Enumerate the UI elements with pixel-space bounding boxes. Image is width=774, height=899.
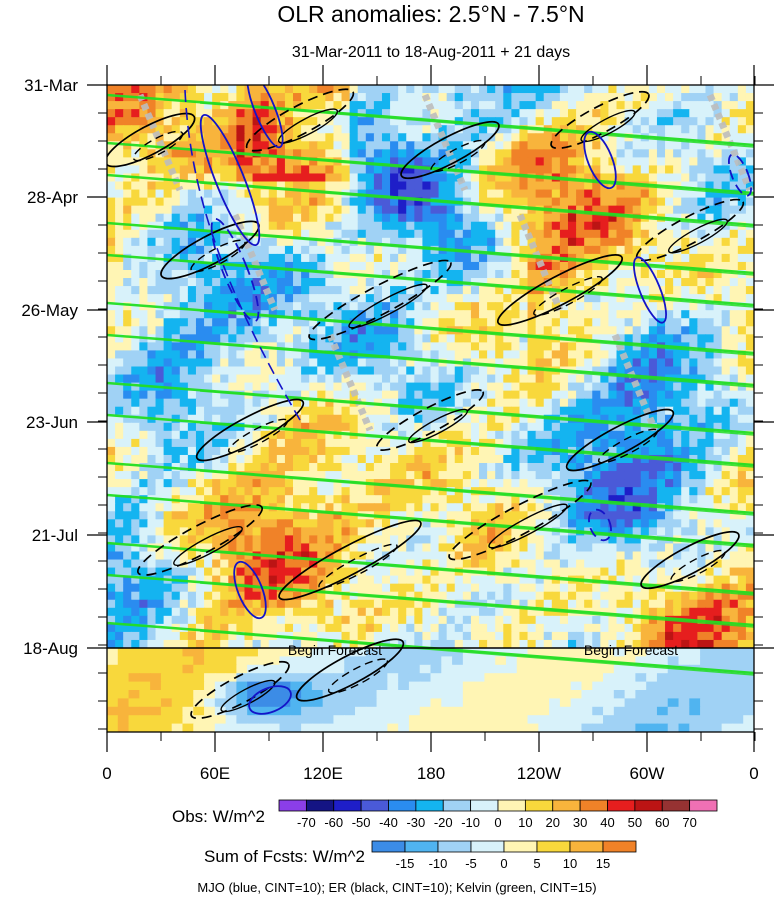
colorbar-level-label: 10 [518,815,532,830]
colorbar-swatch [371,840,406,853]
colorbar-level-label: -10 [429,856,448,871]
obs-colorbar: -70 -60 -50 -40 -30 -20 -10 0 10 20 30 40 50 60 70 [278,799,718,830]
colorbar-level-label: 70 [682,815,696,830]
colorbar-swatch [305,799,335,812]
colorbar-swatch [634,799,663,812]
x-axis: 0 60E 120E 180 120W 60W 0 [102,65,759,783]
colorbar-swatch [442,799,472,812]
colorbar-level-label: 10 [563,856,577,871]
colorbar-swatch [602,840,637,853]
y-tick-label: 31-Mar [24,76,78,95]
colorbar-level-label: -50 [352,815,371,830]
y-tick-label: 21-Jul [32,526,78,545]
colorbar-level-label: 5 [533,856,540,871]
begin-forecast-line: Begin Forecast Begin Forecast [107,642,754,658]
contour-legend: MJO (blue, CINT=10); ER (black, CINT=10)… [197,880,596,895]
colorbar-swatch [524,799,554,812]
colorbar-level-label: -5 [465,856,477,871]
colorbar-swatch [404,840,439,853]
x-tick-label: 60W [630,764,665,783]
colorbar-swatch [661,799,691,812]
colorbar-level-label: -40 [379,815,398,830]
wave-contours [107,85,754,720]
colorbar-swatch [470,799,499,812]
colorbar-level-label: -30 [406,815,425,830]
fcst-colorbar-label: Sum of Fcsts: W/m^2 [204,847,365,866]
colorbar-level-label: 60 [655,815,669,830]
colorbar-level-label: 0 [494,815,501,830]
colorbar-level-label: 30 [573,815,587,830]
x-tick-label: 60E [200,764,230,783]
forecast-label-left: Begin Forecast [288,642,382,658]
chart-subtitle: 31-Mar-2011 to 18-Aug-2011 + 21 days [292,44,570,61]
y-tick-label: 18-Aug [23,639,78,658]
colorbar-level-label: 15 [596,856,610,871]
colorbar-level-label: -15 [396,856,415,871]
colorbar-swatch [415,799,444,812]
forecast-label-right: Begin Forecast [584,642,678,658]
colorbar-swatch [388,799,417,812]
fcst-colorbar: -15 -10 -5 0 5 10 15 [371,840,637,871]
colorbar-swatch [536,840,571,853]
x-tick-label: 180 [417,764,445,783]
x-tick-label: 0 [749,764,758,783]
chart-title: OLR anomalies: 2.5°N - 7.5°N [277,1,584,27]
colorbar-swatch [333,799,362,812]
colorbar-level-label: -70 [297,815,316,830]
x-tick-label: 0 [102,764,111,783]
colorbar-swatch [503,840,538,853]
colorbar-level-label: 0 [500,856,507,871]
colorbar-level-label: 50 [628,815,642,830]
colorbar-swatch [607,799,636,812]
colorbar-level-label: -20 [434,815,453,830]
colorbar-swatch [552,799,581,812]
colorbar-level-label: -60 [324,815,343,830]
colorbar-swatch [278,799,307,812]
colorbar-level-label: 40 [600,815,614,830]
obs-colorbar-label: Obs: W/m^2 [172,807,265,826]
colorbar-swatch [437,840,472,853]
x-tick-label: 120W [517,764,561,783]
colorbar-swatch [360,799,389,812]
y-tick-label: 28-Apr [27,188,78,207]
y-tick-label: 26-May [21,301,78,320]
colorbar-swatch [470,840,505,853]
colorbar-swatch [689,799,718,812]
colorbar-swatch [579,799,608,812]
y-tick-label: 23-Jun [26,413,78,432]
colorbar-level-label: -10 [461,815,480,830]
x-tick-label: 120E [303,764,343,783]
colorbar-swatch [569,840,604,853]
colorbar-level-label: 20 [546,815,560,830]
colorbar-swatch [497,799,526,812]
y-axis: 31-Mar 28-Apr 26-May 23-Jun 21-Jul 18-Aug [21,76,774,730]
